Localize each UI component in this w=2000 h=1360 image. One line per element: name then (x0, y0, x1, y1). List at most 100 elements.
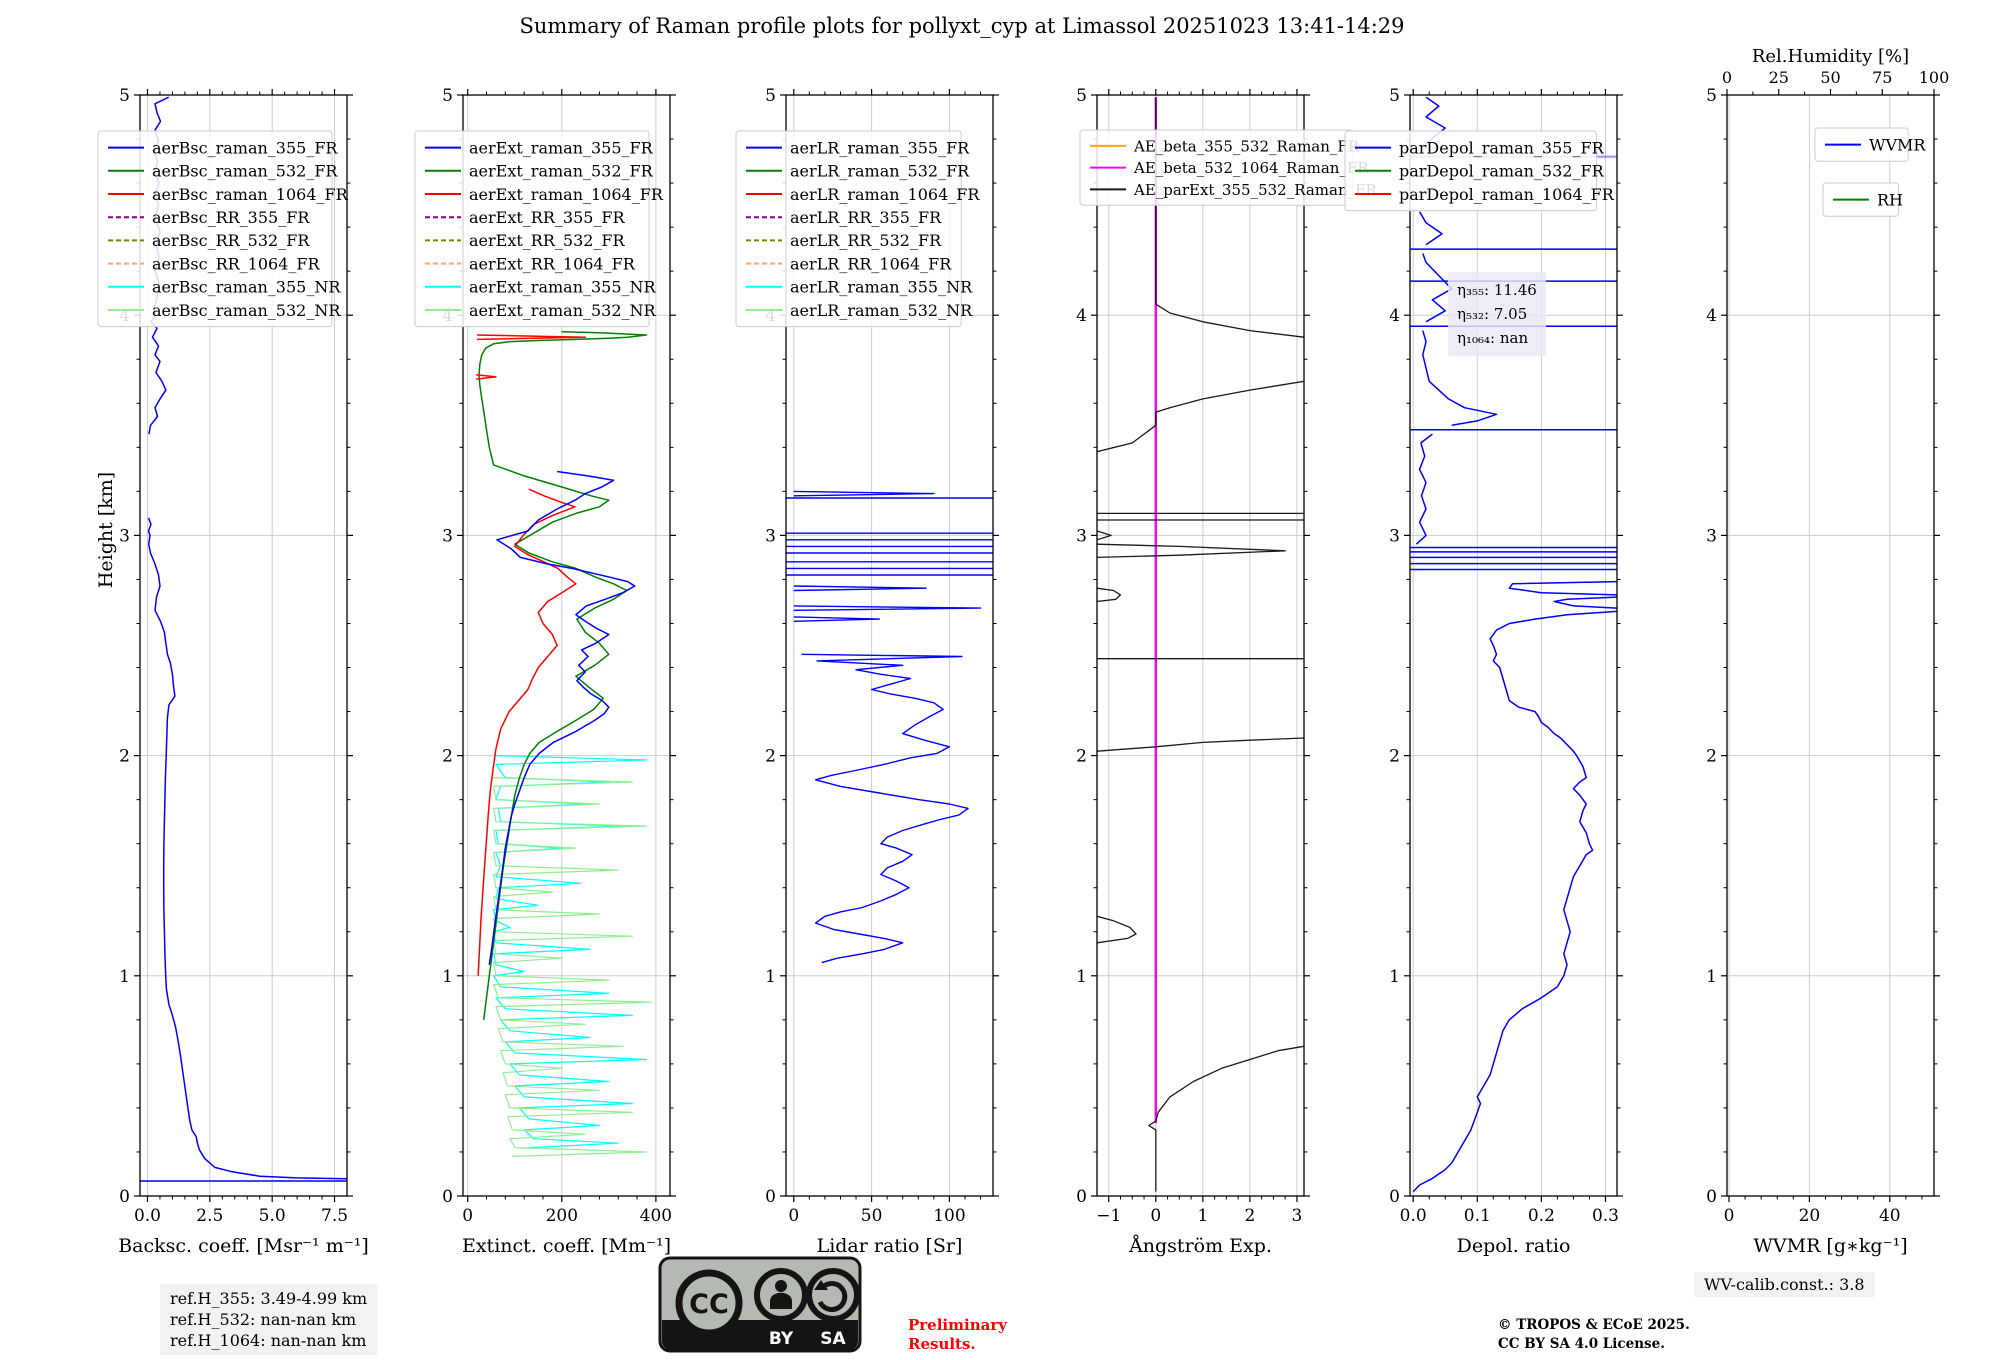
cc-badge: CC BY SA (658, 1256, 862, 1353)
wv-calibration-annotation: WV-calib.const.: 3.8 (1694, 1272, 1875, 1297)
svg-text:0: 0 (442, 1187, 453, 1207)
svg-text:50: 50 (1820, 68, 1840, 87)
svg-text:0: 0 (1150, 1206, 1161, 1226)
svg-text:parDepol_raman_355_FR: parDepol_raman_355_FR (1399, 138, 1605, 157)
cc-icon: CC (675, 1269, 743, 1337)
svg-text:1: 1 (442, 967, 453, 987)
series-AE_parExt_355_532_Raman_FR (1097, 97, 1304, 1192)
svg-text:1: 1 (119, 967, 130, 987)
svg-text:0: 0 (788, 1206, 799, 1226)
eta-532: η₅₃₂: 7.05 (1457, 305, 1528, 323)
svg-text:2: 2 (1244, 1206, 1255, 1226)
legend: parDepol_raman_355_FR parDepol_raman_532_… (1344, 130, 1615, 212)
svg-text:2: 2 (442, 747, 453, 767)
svg-text:parDepol_raman_532_FR: parDepol_raman_532_FR (1399, 162, 1605, 181)
series-aerExt_raman_532_FR (478, 330, 648, 1020)
svg-text:aerBsc_RR_1064_FR: aerBsc_RR_1064_FR (152, 254, 321, 273)
svg-text:2: 2 (1076, 747, 1087, 767)
panel-extinction: 0200400012345Extinct. coeff. [Mm⁻¹]aerEx… (414, 86, 676, 1257)
svg-text:AE_parExt_355_532_Raman_FR: AE_parExt_355_532_Raman_FR (1133, 181, 1378, 199)
svg-text:3: 3 (1076, 526, 1087, 546)
svg-text:3: 3 (442, 526, 453, 546)
svg-text:0: 0 (119, 1187, 130, 1207)
svg-text:aerExt_RR_1064_FR: aerExt_RR_1064_FR (469, 254, 636, 273)
legend: RH (1822, 182, 1903, 217)
svg-text:aerBsc_raman_355_FR: aerBsc_raman_355_FR (152, 138, 338, 157)
svg-text:5: 5 (1706, 86, 1717, 106)
cc-sa-label: SA (820, 1329, 846, 1349)
svg-text:aerExt_RR_532_FR: aerExt_RR_532_FR (469, 231, 626, 250)
svg-text:0: 0 (1389, 1187, 1400, 1207)
svg-text:aerLR_raman_355_NR: aerLR_raman_355_NR (790, 278, 973, 297)
svg-text:200: 200 (546, 1206, 578, 1226)
svg-text:0: 0 (1724, 1206, 1735, 1226)
panel-wvmr: 0 20 40 0 1 2 3 4 5 WVMR [g∗kg⁻¹] 0 25 50 75 100 Rel.Hu… (1706, 46, 1949, 1257)
copyright-note: © TROPOS & ECoE 2025. CC BY SA 4.0 Licen… (1498, 1317, 1690, 1352)
svg-text:100: 100 (933, 1206, 965, 1226)
series-aerExt_raman_532_NR (491, 777, 652, 1157)
svg-text:0: 0 (462, 1206, 473, 1226)
svg-text:aerBsc_raman_532_NR: aerBsc_raman_532_NR (152, 301, 341, 320)
svg-text:5: 5 (442, 86, 453, 106)
svg-text:aerBsc_raman_1064_FR: aerBsc_raman_1064_FR (152, 185, 349, 204)
svg-text:5: 5 (1389, 86, 1400, 106)
svg-text:0: 0 (765, 1187, 776, 1207)
svg-text:20: 20 (1799, 1206, 1821, 1226)
svg-text:0: 0 (1722, 68, 1732, 87)
svg-text:0.0: 0.0 (134, 1206, 161, 1226)
panel-angstroem: −1 0 1 2 3 0 1 2 3 4 5 Ångström Exp. AE_beta_355_532… (1076, 86, 1377, 1257)
svg-text:−1: −1 (1096, 1206, 1121, 1226)
refh-355: ref.H_355: 3.49-4.99 km (170, 1289, 368, 1308)
svg-text:aerExt_raman_355_NR: aerExt_raman_355_NR (469, 278, 657, 297)
reference-height-annotation: ref.H_355: 3.49-4.99 km ref.H_532: nan-n… (160, 1284, 378, 1356)
svg-text:3: 3 (119, 526, 130, 546)
svg-text:2: 2 (1389, 747, 1400, 767)
svg-text:400: 400 (640, 1206, 672, 1226)
height-axis-label: Height [km] (95, 471, 117, 589)
cc-by-label: BY (769, 1329, 794, 1349)
svg-text:0: 0 (1706, 1187, 1717, 1207)
panel-backscatter: 0.02.55.07.5012345Backsc. coeff. [Msr⁻¹ … (97, 86, 369, 1257)
svg-text:0: 0 (1076, 1187, 1087, 1207)
legend: aerBsc_raman_355_FR aerBsc_raman_532_FRae… (97, 130, 349, 328)
svg-text:5: 5 (765, 86, 776, 106)
svg-text:aerLR_RR_1064_FR: aerLR_RR_1064_FR (790, 254, 952, 273)
svg-text:75: 75 (1872, 68, 1892, 87)
svg-text:50: 50 (861, 1206, 883, 1226)
svg-text:aerExt_raman_532_NR: aerExt_raman_532_NR (469, 301, 657, 320)
svg-text:aerLR_raman_355_FR: aerLR_raman_355_FR (790, 138, 970, 157)
svg-text:40: 40 (1879, 1206, 1901, 1226)
svg-text:0.3: 0.3 (1592, 1206, 1619, 1226)
svg-text:5.0: 5.0 (259, 1206, 286, 1226)
svg-text:Rel.Humidity [%]: Rel.Humidity [%] (1752, 46, 1909, 67)
svg-text:2: 2 (765, 747, 776, 767)
svg-text:3: 3 (1292, 1206, 1303, 1226)
svg-text:1: 1 (1076, 967, 1087, 987)
svg-text:1: 1 (1706, 967, 1717, 987)
svg-text:WVMR [g∗kg⁻¹]: WVMR [g∗kg⁻¹] (1753, 1235, 1907, 1257)
svg-text:RH: RH (1877, 190, 1903, 209)
svg-text:aerBsc_RR_532_FR: aerBsc_RR_532_FR (152, 231, 310, 250)
legend: WVMR (1814, 127, 1926, 162)
svg-text:aerExt_raman_532_FR: aerExt_raman_532_FR (469, 162, 654, 181)
svg-text:Backsc. coeff. [Msr⁻¹ m⁻¹]: Backsc. coeff. [Msr⁻¹ m⁻¹] (118, 1235, 369, 1257)
svg-text:Lidar ratio [Sr]: Lidar ratio [Sr] (817, 1235, 963, 1257)
svg-text:aerExt_raman_355_FR: aerExt_raman_355_FR (469, 138, 654, 157)
svg-text:3: 3 (1389, 526, 1400, 546)
svg-text:4: 4 (1076, 306, 1087, 326)
page-title: Summary of Raman profile plots for polly… (519, 14, 1405, 38)
svg-text:25: 25 (1769, 68, 1789, 87)
eta-355: η₃₅₅: 11.46 (1457, 281, 1537, 299)
panel-lidar-ratio: 050100012345Lidar ratio [Sr]aerLR_raman_… (735, 86, 999, 1257)
svg-text:3: 3 (765, 526, 776, 546)
svg-text:0.1: 0.1 (1464, 1206, 1491, 1226)
svg-text:7.5: 7.5 (321, 1206, 348, 1226)
svg-text:parDepol_raman_1064_FR: parDepol_raman_1064_FR (1399, 185, 1615, 204)
svg-text:aerLR_raman_532_NR: aerLR_raman_532_NR (790, 301, 973, 320)
svg-text:Extinct. coeff. [Mm⁻¹]: Extinct. coeff. [Mm⁻¹] (462, 1235, 671, 1257)
svg-text:1: 1 (765, 967, 776, 987)
svg-text:aerLR_RR_532_FR: aerLR_RR_532_FR (790, 231, 942, 250)
series-aerLR_raman_355_FR (786, 490, 993, 964)
legend: AE_beta_355_532_Raman_FR AE_beta_532_1064… (1079, 129, 1378, 206)
